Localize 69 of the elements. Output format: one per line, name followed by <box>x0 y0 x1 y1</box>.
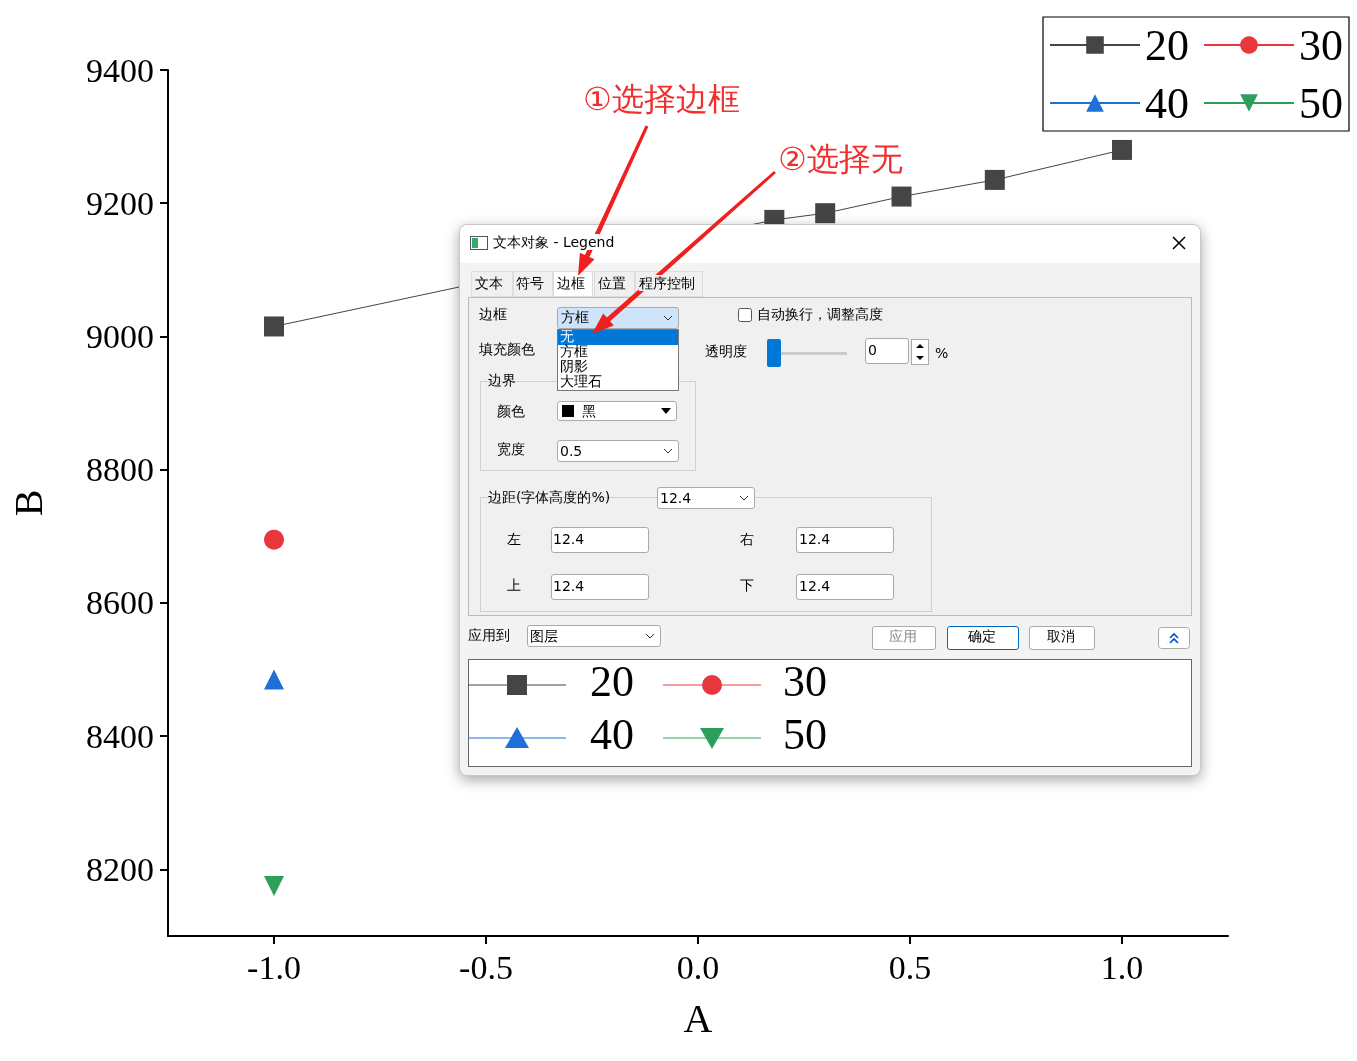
annotation: 20 <box>590 657 634 706</box>
point <box>264 669 284 690</box>
annotation: 50 <box>783 710 827 759</box>
annotation: 12.4 <box>553 531 585 547</box>
annotation: 12.4 <box>553 578 585 594</box>
x-tick-label: 0.5 <box>888 948 932 986</box>
point <box>984 169 1005 190</box>
annotation: 40 <box>590 710 634 759</box>
point <box>1112 139 1132 160</box>
annotation: ①选择边框 <box>583 79 740 120</box>
annotation: 颜色 <box>497 403 525 419</box>
annotation: 30 <box>783 657 827 706</box>
y-tick-label: 8200 <box>86 850 154 888</box>
annotation: 12.4 <box>799 531 831 547</box>
point <box>264 316 284 337</box>
annotation: 右 <box>740 531 754 547</box>
annotation: 方框 <box>561 309 589 325</box>
legend-label: 30 <box>1299 20 1343 70</box>
annotation: 黑 <box>582 403 596 419</box>
annotation: 确定 <box>968 628 996 644</box>
annotation: 填充颜色 <box>479 341 535 357</box>
annotation: 大理石 <box>560 373 602 389</box>
annotation: 取消 <box>1047 628 1075 644</box>
y-tick-label: 9400 <box>86 51 154 89</box>
annotation: 位置 <box>598 275 626 291</box>
y-tick-label: 9200 <box>86 184 154 222</box>
annotation: % <box>935 345 949 361</box>
annotation: 上 <box>507 577 521 593</box>
x-tick-label: -1.0 <box>247 948 301 986</box>
annotation: 边框 <box>479 306 507 322</box>
x-tick-label: 1.0 <box>1100 948 1144 986</box>
annotation: ②选择无 <box>778 139 903 180</box>
annotation: 无 <box>560 328 574 344</box>
annotation: 文本 <box>475 275 503 291</box>
annotation: 左 <box>507 531 521 547</box>
annotation: 透明度 <box>705 343 747 359</box>
x-tick-label: 0.0 <box>676 948 720 986</box>
annotation: 0.5 <box>560 443 583 459</box>
annotation: 程序控制 <box>639 275 695 291</box>
annotation: 自动换行，调整高度 <box>757 306 883 322</box>
point <box>264 876 284 897</box>
y-axis-title: B <box>5 489 51 517</box>
y-tick-label: 9000 <box>86 317 154 355</box>
annotation: 阴影 <box>560 358 588 374</box>
point <box>264 529 284 550</box>
annotation: 应用到 <box>468 627 510 643</box>
x-tick-label: -0.5 <box>459 948 513 986</box>
annotation: 边距(字体高度的%) <box>488 489 611 505</box>
annotation: 12.4 <box>799 578 831 594</box>
annotation: 应用 <box>889 628 917 644</box>
annotation: 方框 <box>560 343 588 359</box>
annotation: 宽度 <box>497 441 525 457</box>
y-tick-label: 8600 <box>86 584 154 622</box>
y-tick-label: 8400 <box>86 717 154 755</box>
annotation: 边框 <box>557 275 585 291</box>
legend-label: 20 <box>1145 20 1189 70</box>
point <box>815 203 836 224</box>
annotation: 12.4 <box>660 490 692 506</box>
legend-label: 40 <box>1145 78 1189 128</box>
legend-label: 50 <box>1299 78 1343 128</box>
text: 文本对象 - Legend <box>493 234 617 250</box>
annotation: 图层 <box>530 628 558 644</box>
annotation: 0 <box>868 342 877 358</box>
annotation: 下 <box>740 577 754 593</box>
annotation: 边界 <box>488 372 516 388</box>
point <box>891 186 912 207</box>
x-axis-title: A <box>683 995 713 1041</box>
annotation: 符号 <box>516 275 544 291</box>
y-tick-label: 8800 <box>86 451 154 489</box>
